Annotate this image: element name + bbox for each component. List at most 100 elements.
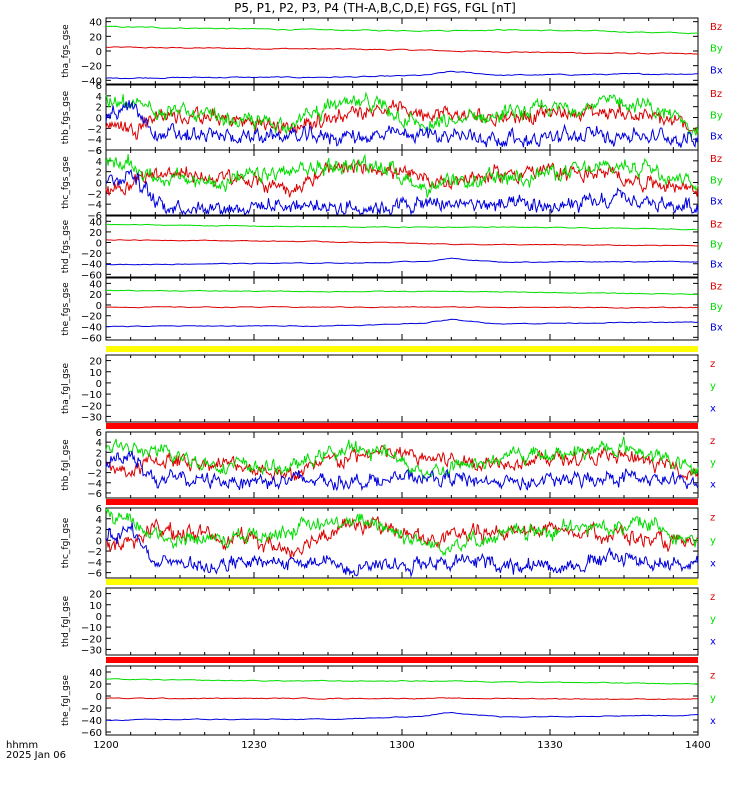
y-tick-label: −10: [81, 390, 102, 401]
y-tick-label: −2: [87, 469, 102, 480]
y-axis-label: the_fgl_gse: [61, 674, 71, 726]
y-tick-label: −2: [87, 547, 102, 558]
series-line-Bz: [105, 159, 699, 198]
y-tick-label: −6: [87, 489, 102, 500]
series-line-z: [105, 516, 699, 560]
legend-entry: z: [710, 592, 715, 603]
y-tick-label: 20: [89, 228, 102, 239]
y-tick-label: −4: [87, 200, 102, 211]
series-line-By: [105, 91, 699, 138]
y-tick-label: 0: [96, 692, 102, 703]
series-line-Bx: [105, 70, 698, 80]
series-line-Bx: [105, 318, 699, 328]
y-tick-label: −2: [87, 124, 102, 135]
y-tick-label: 6: [96, 428, 102, 439]
y-tick-label: 0: [96, 458, 102, 469]
y-tick-label: −20: [81, 401, 102, 412]
panel-tha_fgs_gse: 40 20 0 −20 −40 tha_fgs_gse Bz By Bx: [61, 17, 723, 87]
y-axis-label: thb_fgs_gse: [61, 90, 71, 144]
flag-bar: [106, 423, 698, 429]
series-line-Bz: [105, 46, 699, 55]
x-axis-date: 2025 Jan 06: [6, 750, 66, 761]
series-line-Bz: [105, 239, 699, 247]
y-tick-label: 10: [89, 368, 102, 379]
y-tick-label: −30: [81, 645, 102, 656]
y-tick-label: 0: [96, 47, 102, 58]
legend-entry: z: [710, 512, 715, 523]
x-axis-label: hhmm: [6, 740, 38, 751]
y-tick-label: −20: [81, 634, 102, 645]
series-line-By: [105, 25, 699, 35]
legend-entry: y: [710, 458, 716, 469]
page-title: P5, P1, P2, P3, P4 (TH-A,B,C,D,E) FGS, F…: [234, 1, 516, 15]
flag-bar: [106, 579, 698, 585]
legend-entry: By: [710, 239, 723, 250]
series-line-By: [105, 223, 699, 231]
y-tick-label: −30: [81, 412, 102, 423]
x-tick-label: 1400: [685, 740, 710, 751]
legend-entry: z: [710, 436, 715, 447]
series-line-By: [105, 153, 699, 198]
y-tick-label: 0: [96, 536, 102, 547]
series-line-Bx: [105, 168, 699, 216]
flag-bar: [106, 346, 698, 352]
y-tick-label: 20: [89, 357, 102, 368]
panel-frame: [105, 665, 699, 736]
panel-frame: [105, 587, 699, 656]
y-tick-label: 40: [89, 668, 102, 679]
legend-entry: By: [710, 44, 723, 55]
legend-entry: x: [710, 403, 716, 414]
y-axis-label: tha_fgl_gse: [61, 363, 71, 415]
x-tick-label: 1330: [537, 740, 562, 751]
y-tick-label: 6: [96, 504, 102, 515]
x-tick-label: 1230: [241, 740, 266, 751]
legend-entry: x: [710, 636, 716, 647]
y-tick-label: −20: [81, 249, 102, 260]
series-line-By: [106, 289, 699, 296]
legend-entry: Bz: [710, 154, 722, 165]
legend-entry: Bx: [710, 132, 723, 143]
y-tick-label: −60: [81, 728, 102, 739]
y-tick-label: −20: [81, 312, 102, 323]
panel-frame: [105, 431, 699, 499]
series-line-z: [105, 697, 699, 701]
series-line-Bx: [105, 257, 699, 266]
y-tick-label: −40: [81, 260, 102, 271]
legend-entry: Bz: [710, 22, 722, 33]
legend-entry: Bx: [710, 65, 723, 76]
y-tick-label: −40: [81, 76, 102, 87]
y-tick-label: 20: [89, 680, 102, 691]
legend-entry: Bz: [710, 219, 722, 230]
legend-entry: y: [710, 536, 716, 547]
y-tick-label: −10: [81, 623, 102, 634]
legend-entry: x: [710, 479, 716, 490]
y-tick-label: −4: [87, 479, 102, 490]
panel-frame: [105, 277, 699, 341]
y-tick-label: 4: [96, 92, 102, 103]
y-tick-label: −2: [87, 189, 102, 200]
y-tick-label: 6: [96, 81, 102, 92]
y-tick-label: 10: [89, 601, 102, 612]
y-tick-label: 0: [96, 379, 102, 390]
legend-entry: Bx: [710, 260, 723, 271]
y-tick-label: 0: [96, 301, 102, 312]
legend-entry: By: [710, 175, 723, 186]
y-tick-label: −60: [81, 333, 102, 344]
y-tick-label: 20: [89, 590, 102, 601]
y-tick-label: 4: [96, 438, 102, 449]
series-line-y: [105, 678, 699, 685]
y-axis-label: thd_fgs_gse: [61, 219, 71, 273]
y-tick-label: −40: [81, 323, 102, 334]
y-tick-label: 6: [96, 146, 102, 157]
y-axis-label: thb_fgl_gse: [61, 439, 71, 491]
y-tick-label: 2: [96, 526, 102, 537]
y-tick-label: −40: [81, 716, 102, 727]
y-axis-label: tha_fgs_gse: [61, 24, 71, 78]
legend-entry: z: [710, 670, 715, 681]
